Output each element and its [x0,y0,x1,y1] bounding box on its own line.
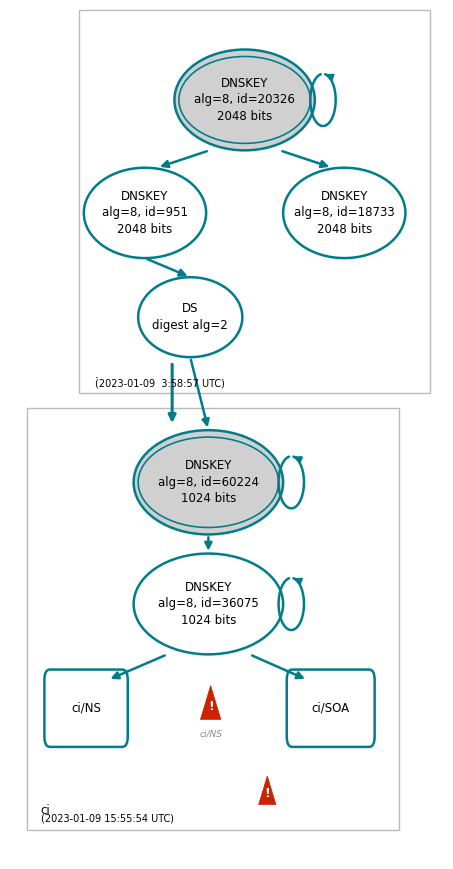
Ellipse shape [134,554,283,654]
FancyBboxPatch shape [79,10,430,393]
Text: ci/SOA: ci/SOA [312,702,350,714]
Ellipse shape [283,168,405,258]
FancyBboxPatch shape [44,669,128,747]
Ellipse shape [138,277,242,357]
Text: DNSKEY
alg=8, id=951
2048 bits: DNSKEY alg=8, id=951 2048 bits [102,190,188,235]
FancyBboxPatch shape [287,669,375,747]
FancyBboxPatch shape [27,408,399,830]
Text: DNSKEY
alg=8, id=36075
1024 bits: DNSKEY alg=8, id=36075 1024 bits [158,581,259,627]
Text: !: ! [208,700,213,713]
Polygon shape [201,686,221,720]
Text: ci/NS: ci/NS [199,730,222,739]
Text: (2023-01-09  3:58:57 UTC): (2023-01-09 3:58:57 UTC) [95,378,225,388]
Text: DS
digest alg=2: DS digest alg=2 [152,302,228,332]
Ellipse shape [134,430,283,534]
Text: !: ! [265,787,270,800]
Text: DNSKEY
alg=8, id=18733
2048 bits: DNSKEY alg=8, id=18733 2048 bits [294,190,395,235]
Text: DNSKEY
alg=8, id=60224
1024 bits: DNSKEY alg=8, id=60224 1024 bits [158,460,259,505]
Text: ci/NS: ci/NS [71,702,101,714]
Text: DNSKEY
alg=8, id=20326
2048 bits: DNSKEY alg=8, id=20326 2048 bits [194,77,295,123]
Polygon shape [259,776,276,805]
Text: (2023-01-09 15:55:54 UTC): (2023-01-09 15:55:54 UTC) [41,813,174,824]
Ellipse shape [174,50,315,150]
Text: .: . [95,368,99,381]
Text: ci: ci [41,804,51,817]
Ellipse shape [84,168,206,258]
